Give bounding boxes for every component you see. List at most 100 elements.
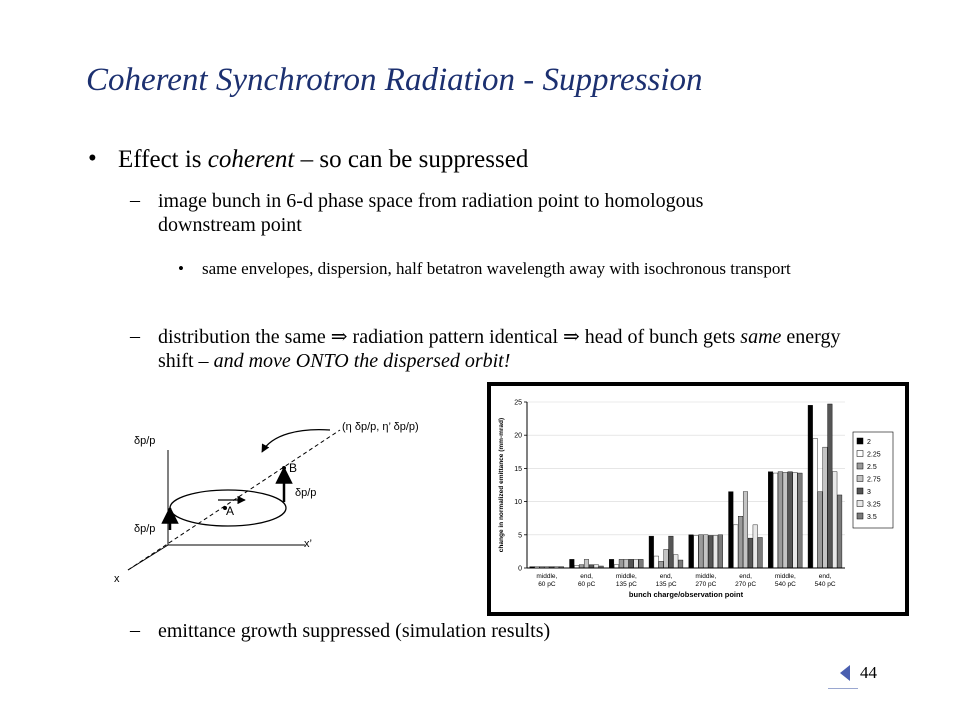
sub-bullet-image-bunch: image bunch in 6-d phase space from radi…	[158, 190, 704, 237]
chart-legend-label: 3.5	[867, 514, 877, 521]
chart-x-label: bunch charge/observation point	[629, 590, 744, 599]
chart-legend-label: 2.25	[867, 452, 881, 459]
chart-bar	[668, 535, 674, 569]
chart-legend-label: 3	[867, 489, 871, 496]
chart-x-tick-label: end,	[580, 573, 593, 580]
chart-bar	[653, 555, 659, 569]
chart-bar	[678, 559, 684, 569]
point-b	[282, 466, 286, 470]
label-xprime: x’	[304, 538, 312, 550]
chart-x-tick-label: middle,	[695, 573, 716, 580]
dash-marker: –	[130, 189, 140, 211]
chart-x-tick-label: 270 pC	[695, 581, 716, 588]
chart-bar	[633, 559, 639, 569]
chart-bar	[777, 471, 783, 569]
chart-y-tick-label: 0	[518, 566, 522, 573]
chart-bar	[787, 471, 793, 569]
subsub-bullet-envelopes: same envelopes, dispersion, half betatro…	[202, 259, 791, 278]
chart-bar	[752, 524, 758, 569]
nav-underline	[828, 688, 858, 689]
chart-bar	[698, 534, 704, 569]
chart-bar	[807, 405, 813, 569]
bullet-main: Effect is coherent – so can be suppresse…	[118, 146, 529, 173]
chart-legend-swatch	[856, 450, 864, 457]
chart-y-label: change in normalized emittance (mm-mrad)	[498, 418, 505, 552]
chart-bar	[703, 534, 709, 569]
chart-bar	[827, 403, 833, 569]
bullet-dot: •	[178, 259, 184, 278]
chart-bar	[792, 472, 798, 569]
chart-x-tick-label: 60 pC	[538, 581, 556, 588]
emittance-chart-frame: 0 5 10 15 20 25 middle, 60 pC end, 60 pC middle, 1…	[487, 382, 909, 616]
chart-legend-label: 2.75	[867, 477, 881, 484]
chart-x-tick-label: 270 pC	[735, 581, 756, 588]
chart-bar	[693, 535, 699, 569]
chart-bar	[837, 494, 843, 569]
chart-bar	[628, 559, 634, 569]
slide-title: Coherent Synchrotron Radiation - Suppres…	[86, 62, 703, 98]
previous-slide-icon[interactable]	[838, 664, 852, 682]
dash-marker: –	[130, 619, 140, 641]
chart-bar	[717, 534, 723, 569]
label-a: A	[226, 504, 234, 518]
chart-bar	[673, 554, 679, 569]
chart-legend-swatch	[856, 437, 864, 445]
chart-bar	[832, 471, 838, 569]
point-a	[223, 506, 227, 510]
chart-bar	[688, 534, 694, 569]
chart-bar	[822, 446, 828, 569]
chart-x-tick-label: 60 pC	[578, 581, 596, 588]
chart-bar	[713, 535, 718, 569]
vector-pointer-arrow	[261, 429, 331, 453]
chart-bar	[782, 472, 788, 569]
chart-bar	[768, 471, 774, 569]
chart-bar	[757, 537, 763, 569]
chart-y-tick-label: 5	[518, 532, 522, 539]
chart-bar	[609, 559, 615, 569]
chart-bar	[797, 472, 803, 569]
chart-legend-label: 3.25	[867, 502, 881, 509]
chart-x-tick-label: end,	[660, 573, 673, 580]
chart-legend-label: 2.5	[867, 464, 877, 471]
chart-y-tick-label: 20	[514, 433, 522, 440]
phase-space-diagram: δp/p δp/p δp/p x x’ A B (η δp/p, η’ δp/p…	[114, 421, 419, 585]
chart-legend-label: 2	[867, 439, 871, 446]
chart-x-tick-label: end,	[739, 573, 752, 580]
chart-bar	[663, 549, 669, 569]
chart-x-tick-label: 135 pC	[616, 581, 637, 588]
label-top-dp: δp/p	[134, 435, 155, 447]
bullet-dot: •	[88, 145, 97, 172]
chart-bar	[733, 524, 739, 569]
chart-bar	[648, 535, 654, 569]
chart-bar	[747, 537, 753, 569]
chart-legend: 2 2.25 2.5 2.75 3 3.25 3.5	[852, 431, 894, 529]
chart-bar	[812, 438, 818, 569]
page-number: 44	[860, 663, 877, 682]
chart-y-tick-label: 25	[514, 400, 522, 407]
label-b-dp: δp/p	[295, 487, 316, 499]
chart-bar	[738, 516, 744, 569]
chart-bar	[658, 561, 664, 569]
chart-bar	[817, 491, 823, 569]
chart-x-tick-label: 540 pC	[775, 581, 796, 588]
sub-bullet-emittance: emittance growth suppressed (simulation …	[158, 620, 551, 642]
chart-bar	[569, 559, 575, 569]
chart-x-tick-label: middle,	[616, 573, 637, 580]
chart-bar	[583, 559, 589, 569]
chart-bar	[728, 491, 734, 569]
label-bottom-dp: δp/p	[134, 523, 155, 535]
chart-bar	[772, 472, 778, 569]
chart-x-tick-label: 540 pC	[815, 581, 836, 588]
chart-legend-swatch	[856, 462, 864, 470]
chart-y-tick-label: 10	[514, 499, 522, 506]
dash-marker: –	[130, 325, 140, 347]
chart-bar	[708, 535, 714, 569]
label-x: x	[114, 573, 120, 585]
label-dispersion-vector: (η δp/p, η’ δp/p)	[342, 421, 419, 433]
chart-legend-swatch	[856, 475, 864, 482]
chart-x-tick-label: middle,	[775, 573, 796, 580]
chart-legend-swatch	[856, 500, 864, 507]
chart-legend-swatch	[856, 487, 864, 495]
chart-bar	[742, 491, 748, 569]
